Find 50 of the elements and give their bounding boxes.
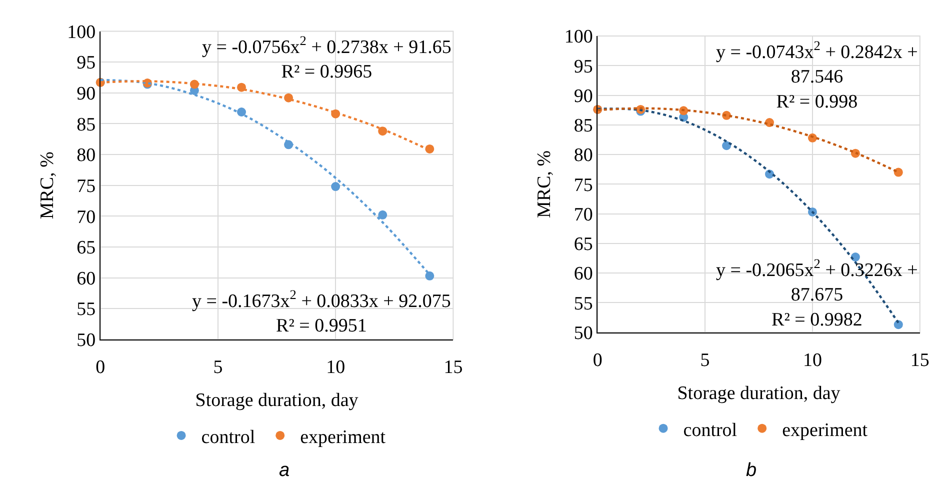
y-tick-label: 70	[574, 204, 593, 226]
x-tick-label: 5	[213, 357, 223, 378]
y-tick-label: 50	[76, 330, 96, 352]
x-tick-label: 5	[700, 350, 710, 372]
y-tick-label: 90	[574, 86, 593, 107]
y-tick-label: 55	[76, 299, 96, 320]
x-tick-label: 10	[326, 357, 346, 378]
point	[378, 126, 388, 136]
legend-label: experiment	[782, 420, 868, 441]
y-tick-label: 95	[574, 56, 593, 78]
y-axis-title: MRC, %	[534, 150, 556, 218]
legend-label: control	[683, 420, 738, 441]
x-axis-title: Storage duration, day	[195, 390, 359, 411]
y-tick-label: 80	[574, 145, 593, 166]
y-tick-label: 60	[574, 264, 593, 285]
y-tick-label: 65	[76, 238, 96, 259]
point	[331, 182, 340, 192]
y-axis-title: MRC, %	[36, 151, 58, 220]
point	[722, 141, 732, 150]
text: b	[746, 460, 757, 481]
y-tick-label: 55	[574, 293, 593, 314]
x-tick-label: 0	[96, 357, 106, 378]
y-tick-label: 85	[76, 114, 96, 136]
y-tick-label: 65	[574, 234, 593, 256]
y-tick-label: 75	[574, 174, 593, 196]
x-tick-label: 10	[802, 350, 822, 372]
point	[425, 271, 434, 280]
y-tick-label: 80	[76, 145, 96, 166]
y-tick-label: 100	[67, 22, 96, 43]
text: a	[279, 460, 290, 481]
y-tick-label: 100	[564, 26, 593, 48]
point	[378, 210, 388, 220]
annotation: y = -0.0743x$^{2}$ + 0.2842x + 87.546 R² = 0.998	[716, 38, 918, 112]
y-tick-label: 60	[76, 268, 96, 290]
y-tick-label: 70	[76, 206, 96, 228]
y-tick-label: 85	[574, 116, 593, 137]
annotation: y = -0.1673x$^{2}$ + 0.0833x + 92.075 R² = 0.9951	[192, 287, 451, 337]
y-tick-label: 50	[574, 322, 593, 344]
x-axis-title: Storage duration, day	[677, 382, 841, 404]
point	[237, 108, 246, 116]
legend-label: experiment	[300, 426, 386, 448]
annotation: y = -0.2065x$^{2}$ + 0.3226x + 87.675 R² = 0.9982	[716, 256, 918, 330]
x-tick-label: 15	[910, 350, 930, 372]
legend-label: control	[201, 426, 256, 448]
annotation: y = -0.0756x$^{2}$ + 0.2738x + 91.65 R² = 0.9965	[202, 33, 452, 83]
y-tick-label: 95	[76, 52, 96, 74]
x-tick-label: 0	[592, 350, 602, 372]
x-tick-label: 15	[444, 357, 463, 378]
y-tick-label: 90	[76, 84, 96, 105]
y-tick-label: 75	[76, 176, 96, 197]
